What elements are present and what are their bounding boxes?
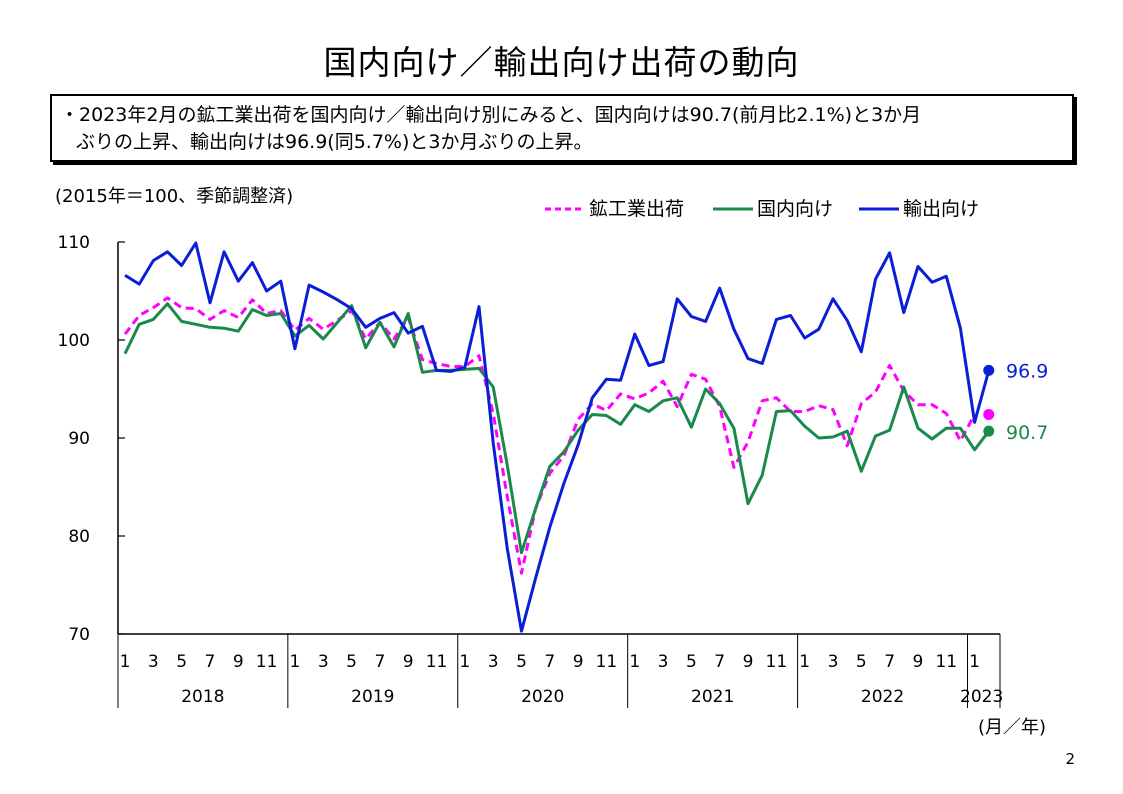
x-tick-label: 11 bbox=[426, 652, 448, 672]
x-tick-label: 7 bbox=[714, 652, 725, 672]
legend-label-mining-total: 鉱工業出荷 bbox=[589, 198, 685, 220]
y-tick-label: 70 bbox=[68, 625, 90, 645]
y-tick-label: 100 bbox=[58, 331, 90, 351]
x-tick-label: 11 bbox=[256, 652, 278, 672]
x-tick-label: 1 bbox=[459, 652, 470, 672]
page-title: 国内向け／輸出向け出荷の動向 bbox=[323, 43, 800, 82]
x-tick-label: 5 bbox=[176, 652, 187, 672]
x-tick-label: 11 bbox=[766, 652, 788, 672]
series-line-1 bbox=[123, 302, 990, 555]
x-tick-label: 3 bbox=[148, 652, 159, 672]
x-tick-label: 7 bbox=[884, 652, 895, 672]
year-label: 2018 bbox=[181, 687, 224, 707]
series-end-marker-2 bbox=[983, 364, 995, 376]
x-tick-label: 9 bbox=[913, 652, 924, 672]
x-tick-label: 1 bbox=[799, 652, 810, 672]
x-tick-label: 9 bbox=[573, 652, 584, 672]
summary-line-1: ・2023年2月の鉱工業出荷を国内向け／輸出向け別にみると、国内向けは90.7(… bbox=[60, 104, 922, 126]
y-tick-label: 110 bbox=[58, 233, 90, 253]
x-tick-label: 7 bbox=[205, 652, 216, 672]
legend-swatch-domestic bbox=[713, 207, 753, 211]
legend-swatch-export bbox=[859, 207, 899, 211]
summary-box: ・2023年2月の鉱工業出荷を国内向け／輸出向け別にみると、国内向けは90.7(… bbox=[50, 94, 1074, 162]
series-end-marker-1 bbox=[983, 425, 995, 437]
x-tick-label: 3 bbox=[828, 652, 839, 672]
y-tick-label: 80 bbox=[68, 527, 90, 547]
x-tick-label: 5 bbox=[516, 652, 527, 672]
x-tick-label: 7 bbox=[374, 652, 385, 672]
year-label: 2020 bbox=[521, 687, 564, 707]
x-tick-label: 5 bbox=[346, 652, 357, 672]
year-label: 2023 bbox=[960, 687, 1003, 707]
chart-legend: 鉱工業出荷 国内向け 輸出向け bbox=[545, 197, 1005, 221]
end-label-export: 96.9 bbox=[1006, 360, 1048, 382]
x-tick-label: 1 bbox=[120, 652, 131, 672]
x-tick-label: 3 bbox=[658, 652, 669, 672]
series-end-marker-0 bbox=[983, 408, 995, 420]
x-tick-label: 1 bbox=[969, 652, 980, 672]
x-tick-label: 1 bbox=[290, 652, 301, 672]
x-tick-label: 7 bbox=[544, 652, 555, 672]
legend-label-domestic: 国内向け bbox=[757, 198, 834, 220]
summary-line-2: ぶりの上昇、輸出向けは96.9(同5.7%)と3か月ぶりの上昇。 bbox=[76, 131, 593, 153]
legend-swatch-mining-total bbox=[545, 207, 585, 211]
x-tick-label: 9 bbox=[403, 652, 414, 672]
x-tick-label: 3 bbox=[488, 652, 499, 672]
x-tick-label: 5 bbox=[856, 652, 867, 672]
page-number: 2 bbox=[1065, 750, 1075, 768]
x-tick-label: 3 bbox=[318, 652, 329, 672]
year-label: 2022 bbox=[861, 687, 904, 707]
end-label-domestic: 90.7 bbox=[1006, 422, 1048, 444]
x-tick-label: 9 bbox=[743, 652, 754, 672]
year-label: 2019 bbox=[351, 687, 394, 707]
y-tick-label: 90 bbox=[68, 429, 90, 449]
x-tick-label: 9 bbox=[233, 652, 244, 672]
legend-label-export: 輸出向け bbox=[903, 198, 980, 220]
x-tick-label: 5 bbox=[686, 652, 697, 672]
x-tick-label: 1 bbox=[629, 652, 640, 672]
x-tick-label: 11 bbox=[935, 652, 957, 672]
year-label: 2021 bbox=[691, 687, 734, 707]
series-line-0 bbox=[123, 296, 976, 575]
unit-note: (2015年＝100、季節調整済) bbox=[55, 186, 294, 207]
x-tick-label: 11 bbox=[596, 652, 618, 672]
x-axis-label: (月／年) bbox=[978, 717, 1046, 738]
series-line-2 bbox=[124, 241, 991, 633]
